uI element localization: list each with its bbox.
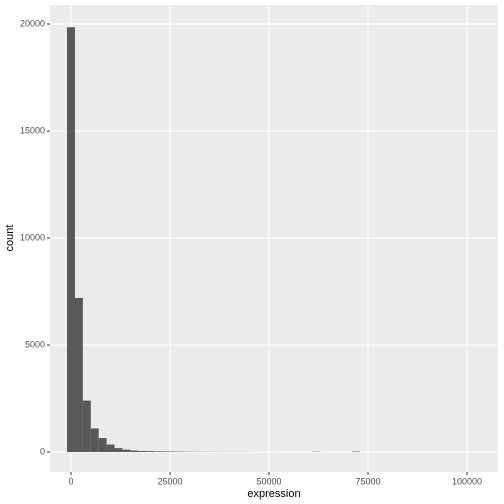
- x-axis-title: expression: [247, 488, 300, 500]
- bar: [130, 450, 139, 452]
- bar: [122, 449, 131, 452]
- y-tick-label: 5000: [25, 339, 45, 349]
- x-tick-label: 50000: [256, 476, 281, 486]
- bar: [154, 451, 163, 452]
- y-tick-label: 20000: [20, 18, 45, 28]
- bar: [114, 448, 123, 452]
- bar: [67, 27, 75, 452]
- bar: [90, 428, 99, 452]
- bar: [82, 400, 91, 452]
- y-tick-label: 15000: [20, 125, 45, 135]
- y-tick-label: 0: [40, 446, 45, 456]
- y-axis-title: count: [4, 225, 16, 252]
- bar: [98, 438, 107, 452]
- x-tick-label: 0: [68, 476, 73, 486]
- bar: [74, 297, 83, 452]
- bar: [138, 450, 147, 452]
- x-tick-label: 75000: [355, 476, 380, 486]
- y-tick-label: 10000: [20, 232, 45, 242]
- x-tick-label: 100000: [452, 476, 482, 486]
- bar: [162, 451, 170, 452]
- bar: [106, 444, 115, 452]
- bar: [146, 451, 155, 452]
- x-tick-label: 25000: [157, 476, 182, 486]
